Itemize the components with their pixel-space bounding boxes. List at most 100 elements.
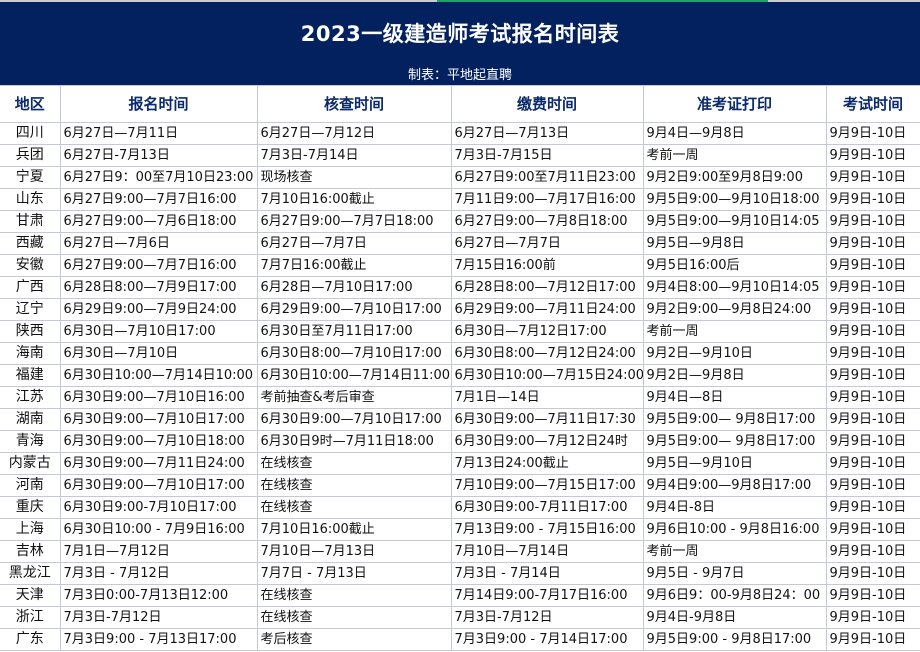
cell-registration-time: 6月27日9:00—7月7日16:00 — [59, 188, 258, 211]
cell-admission-ticket-print: 9月4日8:00—9月10日14:05 — [642, 276, 827, 299]
cell-verification-time: 在线核查 — [256, 474, 452, 497]
cell-exam-time: 9月9日-10日 — [825, 562, 920, 585]
table-row: 四川 6月27日—7月11日 6月27日—7月12日 6月27日—7月13日 9月4日—… — [0, 122, 920, 145]
cell-exam-time: 9月9日-10日 — [825, 276, 920, 299]
cell-payment-time: 7月13日9:00 - 7月15日16:00 — [450, 518, 644, 541]
cell-registration-time: 7月3日9:00 - 7月13日17:00 — [59, 628, 258, 651]
cell-admission-ticket-print: 9月5日—9月10日 — [642, 452, 827, 475]
cell-verification-time: 7月10日16:00截止 — [256, 188, 452, 211]
table-row: 海南 6月30日—7月10日 6月30日8:00—7月10日17:00 6月30日8:… — [0, 342, 920, 365]
column-header-exam-time: 考试时间 — [825, 85, 920, 123]
cell-verification-time: 现场核查 — [256, 166, 452, 189]
cell-exam-time: 9月9日-10日 — [825, 320, 920, 343]
cell-verification-time: 6月27日9:00—7月7日18:00 — [256, 210, 452, 233]
cell-region: 广西 — [0, 276, 61, 299]
cell-payment-time: 7月3日9:00 - 7月14日17:00 — [450, 628, 644, 651]
cell-payment-time: 7月15日16:00前 — [450, 254, 644, 277]
cell-registration-time: 6月29日9:00—7月9日24:00 — [59, 298, 258, 321]
cell-payment-time: 7月3日 - 7月14日 — [450, 562, 644, 585]
cell-payment-time: 6月27日9:00—7月8日18:00 — [450, 210, 644, 233]
table-row: 重庆 6月30日9:00-7月10日17:00 在线核查 6月30日9:00-7月11… — [0, 496, 920, 519]
cell-admission-ticket-print: 9月6日10:00 - 9月8日16:00 — [642, 518, 827, 541]
cell-region: 山东 — [0, 188, 61, 211]
registration-schedule-table: 地区 报名时间 核查时间 缴费时间 准考证打印 考试时间 四川 6月27日—7月11日 6月2… — [0, 85, 920, 651]
cell-payment-time: 6月28日8:00—7月12日17:00 — [450, 276, 644, 299]
cell-region: 吉林 — [0, 540, 61, 563]
cell-exam-time: 9月9日-10日 — [825, 342, 920, 365]
cell-payment-time: 6月27日—7月7日 — [450, 232, 644, 255]
table-row: 宁夏 6月27日9：00至7月10日23:00 现场核查 6月27日9:00至7月11… — [0, 166, 920, 189]
cell-region: 安徽 — [0, 254, 61, 277]
cell-payment-time: 6月27日—7月13日 — [450, 122, 644, 145]
column-header-payment-time: 缴费时间 — [450, 85, 644, 123]
cell-admission-ticket-print: 9月6日9：00-9月8日24：00 — [642, 584, 827, 607]
cell-payment-time: 6月30日9:00-7月11日17:00 — [450, 496, 644, 519]
cell-region: 天津 — [0, 584, 61, 607]
table-row: 青海 6月30日9:00—7月10日18:00 6月30日9时—7月11日18:00… — [0, 430, 920, 453]
cell-admission-ticket-print: 9月5日9:00—9月10日18:00 — [642, 188, 827, 211]
table-row: 内蒙古 6月30日9:00—7月11日24:00 在线核查 7月13日24:00截止 9… — [0, 452, 920, 475]
cell-registration-time: 6月28日8:00—7月9日17:00 — [59, 276, 258, 299]
cell-payment-time: 6月30日9:00—7月11日17:30 — [450, 408, 644, 431]
table-body: 四川 6月27日—7月11日 6月27日—7月12日 6月27日—7月13日 9月4日—… — [0, 122, 920, 651]
cell-registration-time: 6月30日9:00-7月10日17:00 — [59, 496, 258, 519]
cell-region: 重庆 — [0, 496, 61, 519]
cell-registration-time: 6月30日9:00—7月11日24:00 — [59, 452, 258, 475]
cell-registration-time: 6月27日9：00至7月10日23:00 — [59, 166, 258, 189]
cell-admission-ticket-print: 9月5日16:00后 — [642, 254, 827, 277]
cell-payment-time: 6月29日9:00—7月11日24:00 — [450, 298, 644, 321]
cell-region: 福建 — [0, 364, 61, 387]
column-header-registration-time: 报名时间 — [59, 85, 258, 123]
table-row: 江苏 6月30日9:00—7月10日16:00 考前抽查&考后审查 7月1日—14日 9… — [0, 386, 920, 409]
cell-payment-time: 7月11日9:00—7月17日16:00 — [450, 188, 644, 211]
cell-payment-time: 7月10日—7月14日 — [450, 540, 644, 563]
cell-registration-time: 7月3日 - 7月12日 — [59, 562, 258, 585]
cell-verification-time: 6月29日9:00—7月10日17:00 — [256, 298, 452, 321]
cell-registration-time: 6月27日9:00—7月6日18:00 — [59, 210, 258, 233]
cell-registration-time: 6月27日—7月11日 — [59, 122, 258, 145]
table-row: 黑龙江 7月3日 - 7月12日 7月7日 - 7月13日 7月3日 - 7月14日 9… — [0, 562, 920, 585]
cell-exam-time: 9月9日-10日 — [825, 540, 920, 563]
title-banner: 2023一级建造师考试报名时间表 制表：平地起直聘 — [0, 2, 920, 85]
cell-region: 兵团 — [0, 144, 61, 167]
cell-verification-time: 在线核查 — [256, 584, 452, 607]
cell-region: 浙江 — [0, 606, 61, 629]
cell-admission-ticket-print: 9月4日-9月8日 — [642, 606, 827, 629]
cell-registration-time: 6月30日—7月10日17:00 — [59, 320, 258, 343]
cell-admission-ticket-print: 考前一周 — [642, 540, 827, 563]
cell-region: 广东 — [0, 628, 61, 651]
cell-payment-time: 7月14日9:00-7月17日16:00 — [450, 584, 644, 607]
cell-region: 河南 — [0, 474, 61, 497]
cell-region: 江苏 — [0, 386, 61, 409]
cell-registration-time: 6月30日9:00—7月10日18:00 — [59, 430, 258, 453]
table-row: 天津 7月3日0:00-7月13日12:00 在线核查 7月14日9:00-7月17日… — [0, 584, 920, 607]
cell-exam-time: 9月9日-10日 — [825, 496, 920, 519]
cell-exam-time: 9月9日-10日 — [825, 210, 920, 233]
cell-exam-time: 9月9日-10日 — [825, 606, 920, 629]
cell-exam-time: 9月9日-10日 — [825, 232, 920, 255]
page-title: 2023一级建造师考试报名时间表 — [300, 22, 620, 46]
cell-payment-time: 6月27日9:00至7月11日23:00 — [450, 166, 644, 189]
cell-admission-ticket-print: 9月5日9:00— 9月8日17:00 — [642, 408, 827, 431]
cell-admission-ticket-print: 9月5日—9月8日 — [642, 232, 827, 255]
cell-verification-time: 7月7日16:00截止 — [256, 254, 452, 277]
cell-verification-time: 7月10日16:00截止 — [256, 518, 452, 541]
cell-verification-time: 6月30日10:00—7月14日11:00 — [256, 364, 452, 387]
table-row: 甘肃 6月27日9:00—7月6日18:00 6月27日9:00—7月7日18:00… — [0, 210, 920, 233]
cell-admission-ticket-print: 9月4日—9月8日 — [642, 122, 827, 145]
cell-payment-time: 7月1日—14日 — [450, 386, 644, 409]
column-header-verification-time: 核查时间 — [256, 85, 452, 123]
cell-payment-time: 6月30日10:00—7月15日24:00 — [450, 364, 644, 387]
cell-exam-time: 9月9日-10日 — [825, 584, 920, 607]
table-row: 浙江 7月3日-7月12日 在线核查 7月3日-7月12日 9月4日-9月8日 9月9日-… — [0, 606, 920, 629]
cell-payment-time: 7月13日24:00截止 — [450, 452, 644, 475]
cell-registration-time: 6月30日9:00—7月10日17:00 — [59, 408, 258, 431]
cell-region: 内蒙古 — [0, 452, 61, 475]
cell-registration-time: 6月27日-7月13日 — [59, 144, 258, 167]
cell-admission-ticket-print: 9月4日-8日 — [642, 496, 827, 519]
cell-region: 辽宁 — [0, 298, 61, 321]
table-row: 广东 7月3日9:00 - 7月13日17:00 考后核查 7月3日9:00 - 7月… — [0, 628, 920, 651]
cell-admission-ticket-print: 9月2日—9月10日 — [642, 342, 827, 365]
column-header-region: 地区 — [0, 85, 61, 123]
cell-verification-time: 7月3日-7月14日 — [256, 144, 452, 167]
